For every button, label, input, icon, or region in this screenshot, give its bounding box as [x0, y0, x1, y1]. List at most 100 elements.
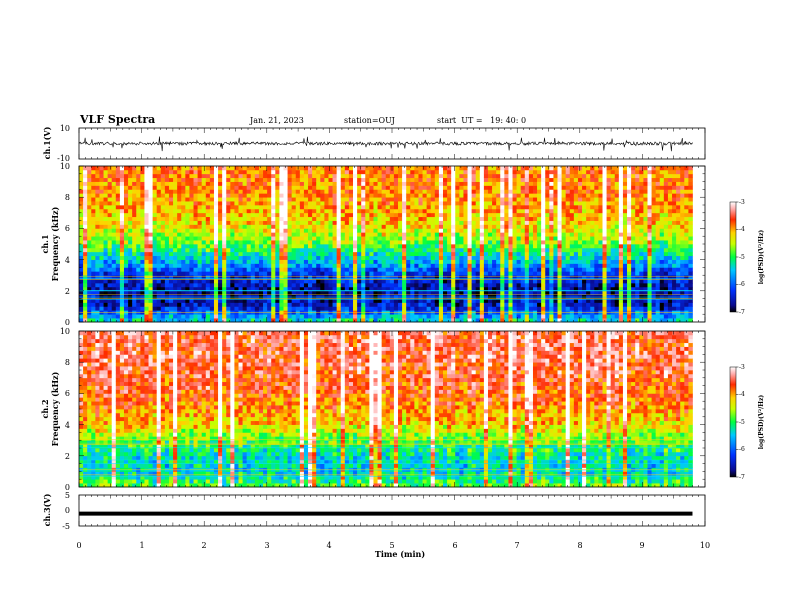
- spectrogram-cell: [259, 182, 263, 186]
- spectrogram-cell: [365, 244, 369, 248]
- spectrogram-cell: [91, 193, 95, 197]
- spectrogram-cell: [566, 260, 570, 264]
- spectrogram-cell: [275, 291, 279, 295]
- spectrogram-cell: [153, 291, 157, 295]
- spectrogram-cell: [271, 314, 275, 318]
- spectrogram-cell: [194, 182, 198, 186]
- spectrogram-cell: [202, 201, 206, 205]
- spectrogram-cell: [402, 189, 406, 193]
- spectrogram-cell: [447, 197, 451, 201]
- spectrogram-cell: [558, 244, 562, 248]
- spectrogram-cell: [451, 182, 455, 186]
- spectrogram-cell: [91, 283, 95, 287]
- spectrogram-cell: [500, 174, 504, 178]
- spectrogram-cell: [398, 217, 402, 221]
- spectrogram-cell: [476, 240, 480, 244]
- spectrogram-cell: [337, 193, 341, 197]
- spectrogram-cell: [345, 283, 349, 287]
- spectrogram-cell: [529, 186, 533, 190]
- spectrogram-cell: [267, 174, 271, 178]
- spectrogram-cell: [169, 303, 173, 307]
- spectrogram-cell: [234, 182, 238, 186]
- spectrogram-cell: [308, 186, 312, 190]
- spectrogram-cell: [247, 240, 251, 244]
- spectrogram-cell: [333, 248, 337, 252]
- spectrogram-cell: [83, 291, 87, 295]
- spectrogram-cell: [357, 291, 361, 295]
- spectrogram-cell: [83, 279, 87, 283]
- spectrogram-cell: [341, 314, 345, 318]
- spectrogram-cell: [431, 271, 435, 275]
- spectrogram-cell: [500, 201, 504, 205]
- spectrogram-cell: [218, 186, 222, 190]
- spectrogram-cell: [177, 283, 181, 287]
- spectrogram-cell: [513, 205, 517, 209]
- spectrogram-cell: [230, 228, 234, 232]
- spectrogram-cell: [504, 248, 508, 252]
- spectrogram-cell: [87, 244, 91, 248]
- spectrogram-cell: [243, 228, 247, 232]
- spectrogram-cell: [189, 186, 193, 190]
- spectrogram-cell: [149, 205, 153, 209]
- spectrogram-cell: [333, 236, 337, 240]
- spectrogram-cell: [99, 264, 103, 268]
- spectrogram-cell: [414, 248, 418, 252]
- spectrogram-cell: [484, 256, 488, 260]
- spectrogram-cell: [226, 201, 230, 205]
- spectrogram-cell: [292, 186, 296, 190]
- spectrogram-cell: [484, 267, 488, 271]
- spectrogram-cell: [337, 236, 341, 240]
- spectrogram-cell: [116, 228, 120, 232]
- spectrogram-cell: [414, 306, 418, 310]
- spectrogram-cell: [394, 197, 398, 201]
- spectrogram-cell: [83, 221, 87, 225]
- spectrogram-cell: [418, 244, 422, 248]
- spectrogram-cell: [324, 201, 328, 205]
- spectrogram-cell: [513, 236, 517, 240]
- spectrogram-cell: [132, 271, 136, 275]
- spectrogram-cell: [263, 267, 267, 271]
- spectrogram-cell: [365, 240, 369, 244]
- spectrogram-cell: [378, 205, 382, 209]
- spectrogram-cell: [132, 291, 136, 295]
- spectrogram-cell: [431, 232, 435, 236]
- spectrogram-cell: [455, 197, 459, 201]
- spectrogram-cell: [394, 213, 398, 217]
- spectrogram-cell: [545, 314, 549, 318]
- spectrogram-cell: [410, 291, 414, 295]
- spectrogram-cell: [402, 244, 406, 248]
- spectrogram-cell: [427, 209, 431, 213]
- spectrogram-cell: [226, 213, 230, 217]
- spectrogram-cell: [423, 236, 427, 240]
- spectrogram-cell: [353, 260, 357, 264]
- spectrogram-cell: [504, 314, 508, 318]
- spectrogram-cell: [541, 252, 545, 256]
- spectrogram-cell: [87, 217, 91, 221]
- spectrogram-cell: [140, 271, 144, 275]
- spectrogram-cell: [308, 252, 312, 256]
- spectrogram-cell: [255, 228, 259, 232]
- spectrogram-cell: [243, 189, 247, 193]
- spectrogram-cell: [202, 303, 206, 307]
- spectrogram-cell: [283, 271, 287, 275]
- spectrogram-cell: [558, 213, 562, 217]
- spectrogram-cell: [549, 221, 553, 225]
- spectrogram-cell: [157, 271, 161, 275]
- spectrogram-cell: [500, 232, 504, 236]
- spectrogram-cell: [525, 271, 529, 275]
- spectrogram-cell: [132, 244, 136, 248]
- spectrogram-cell: [169, 240, 173, 244]
- spectrogram-cell: [230, 267, 234, 271]
- spectrogram-cell: [402, 228, 406, 232]
- spectrogram-cell: [189, 260, 193, 264]
- spectrogram-cell: [153, 228, 157, 232]
- spectrogram-cell: [353, 232, 357, 236]
- spectrogram-cell: [247, 205, 251, 209]
- spectrogram-cell: [271, 267, 275, 271]
- spectrogram-cell: [443, 248, 447, 252]
- spectrogram-cell: [153, 267, 157, 271]
- spectrogram-cell: [116, 221, 120, 225]
- spectrogram-cell: [316, 193, 320, 197]
- spectrogram-cell: [288, 213, 292, 217]
- spectrogram-cell: [496, 189, 500, 193]
